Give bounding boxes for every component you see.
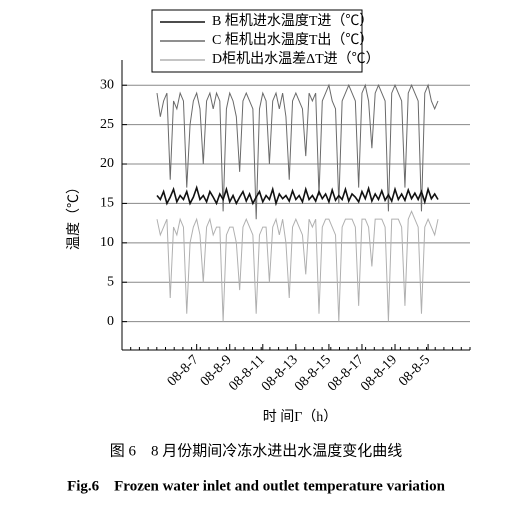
legend-label: C 柜机出水温度T出（℃） xyxy=(212,32,373,48)
x-tick-label: 08-8-17 xyxy=(325,352,367,394)
series-line xyxy=(156,184,439,207)
x-tick-label: 08-8-5 xyxy=(396,352,433,389)
y-tick-label: 15 xyxy=(100,196,114,211)
series-line xyxy=(156,83,439,220)
y-axis-label: 温度（℃） xyxy=(66,180,82,250)
legend-label: B 柜机进水温度T进（℃） xyxy=(212,13,373,29)
y-tick-label: 30 xyxy=(100,77,114,92)
legend-label: D柜机出水温差ΔT进（℃） xyxy=(212,51,380,67)
x-tick-label: 08-8-13 xyxy=(259,352,301,394)
x-axis-label: 时 间Γ（h） xyxy=(263,409,338,425)
series-line xyxy=(156,210,439,322)
x-tick-label: 08-8-15 xyxy=(292,352,334,394)
y-tick-label: 20 xyxy=(100,156,114,171)
caption: 图 6 8 月份期间冷冻水进出水温度变化曲线 xyxy=(110,441,403,459)
y-tick-label: 10 xyxy=(100,235,114,250)
y-tick-label: 5 xyxy=(107,274,114,289)
x-tick-label: 08-8-7 xyxy=(165,352,202,389)
caption-en: Fig.6 Frozen water inlet and outlet temp… xyxy=(67,478,446,494)
y-tick-label: 0 xyxy=(107,314,114,329)
y-tick-label: 25 xyxy=(100,117,114,132)
x-tick-label: 08-8-19 xyxy=(358,352,400,394)
